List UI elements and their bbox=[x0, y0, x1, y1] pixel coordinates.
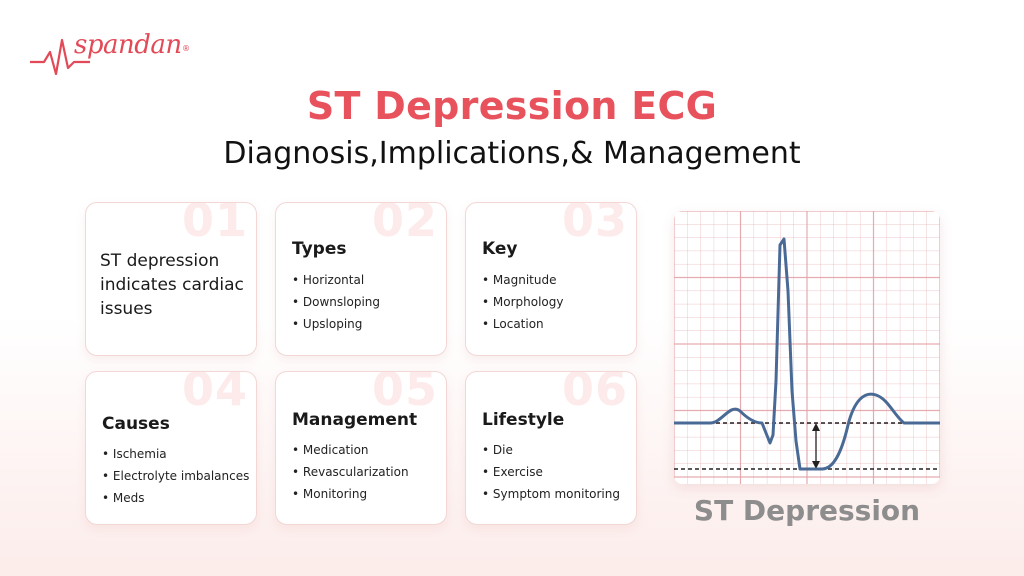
card-list: Die Exercise Symptom monitoring bbox=[482, 439, 620, 505]
arrow-head-up bbox=[812, 423, 820, 431]
registered-mark: ® bbox=[182, 44, 190, 53]
card-number: 03 bbox=[561, 202, 628, 247]
card-number: 04 bbox=[181, 371, 248, 416]
card-management: 05 Management Medication Revascularizati… bbox=[275, 371, 447, 525]
list-item: Electrolyte imbalances bbox=[102, 465, 249, 487]
card-heading: Management bbox=[292, 410, 418, 430]
list-item: Exercise bbox=[482, 461, 620, 483]
list-item: Revascularization bbox=[292, 461, 409, 483]
card-heading: Key bbox=[482, 239, 518, 259]
list-item: Horizontal bbox=[292, 269, 380, 291]
card-list: Ischemia Electrolyte imbalances Meds bbox=[102, 443, 249, 509]
card-heading: Types bbox=[292, 239, 347, 259]
card-intro: 01 ST depression indicates cardiac issue… bbox=[85, 202, 257, 356]
list-item: Die bbox=[482, 439, 620, 461]
card-number: 06 bbox=[561, 371, 628, 416]
card-heading: Lifestyle bbox=[482, 410, 565, 430]
ecg-graph bbox=[674, 211, 940, 484]
list-item: Ischemia bbox=[102, 443, 249, 465]
spandan-logo bbox=[30, 38, 90, 76]
card-list: Magnitude Morphology Location bbox=[482, 269, 564, 335]
card-list: Horizontal Downsloping Upsloping bbox=[292, 269, 380, 335]
card-list: Medication Revascularization Monitoring bbox=[292, 439, 409, 505]
card-lifestyle: 06 Lifestyle Die Exercise Symptom monito… bbox=[465, 371, 637, 525]
page-title: ST Depression ECG bbox=[306, 84, 718, 128]
list-item: Location bbox=[482, 313, 564, 335]
list-item: Magnitude bbox=[482, 269, 564, 291]
card-key: 03 Key Magnitude Morphology Location bbox=[465, 202, 637, 356]
list-item: Upsloping bbox=[292, 313, 380, 335]
brand-name: spandan bbox=[74, 30, 182, 60]
page-subtitle: Diagnosis,Implications,& Management bbox=[223, 136, 801, 171]
list-item: Morphology bbox=[482, 291, 564, 313]
card-number: 05 bbox=[371, 371, 438, 416]
ecg-grid bbox=[674, 211, 940, 484]
ecg-caption: ST Depression bbox=[693, 494, 921, 527]
list-item: Downsloping bbox=[292, 291, 380, 313]
arrow-head-down bbox=[812, 461, 820, 469]
card-number: 02 bbox=[371, 202, 438, 247]
card-types: 02 Types Horizontal Downsloping Upslopin… bbox=[275, 202, 447, 356]
card-text: ST depression indicates cardiac issues bbox=[100, 251, 244, 319]
list-item: Medication bbox=[292, 439, 409, 461]
card-causes: 04 Causes Ischemia Electrolyte imbalance… bbox=[85, 371, 257, 525]
card-number: 01 bbox=[181, 202, 248, 247]
list-item: Monitoring bbox=[292, 483, 409, 505]
card-heading: Causes bbox=[102, 414, 170, 434]
list-item: Meds bbox=[102, 487, 249, 509]
ecg-illustration bbox=[674, 211, 940, 484]
list-item: Symptom monitoring bbox=[482, 483, 620, 505]
ecg-trace bbox=[674, 237, 940, 471]
